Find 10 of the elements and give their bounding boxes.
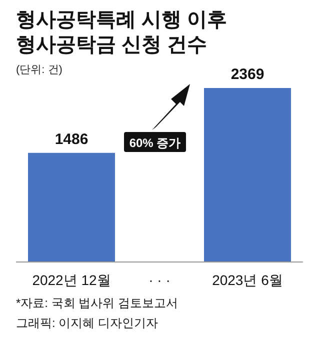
annotation: 60% 증가	[129, 136, 181, 150]
chart-subtitle: (단위: 건)	[16, 64, 62, 76]
x-tick-label: · · ·	[148, 272, 170, 288]
text: 그래픽: 이지혜 디자인기자	[16, 316, 158, 330]
x-tick-label: 2023년 6월	[212, 272, 283, 288]
text: *자료: 국회 법사위 검토보고서	[16, 296, 178, 310]
x-tick-label: 2022년 12월	[32, 272, 111, 288]
data-label: 2369	[230, 66, 264, 83]
data-label: 1486	[54, 130, 88, 148]
chart-title: 형사공탁특례 시행 이후 형사공탁금 신청 건수	[16, 9, 228, 56]
